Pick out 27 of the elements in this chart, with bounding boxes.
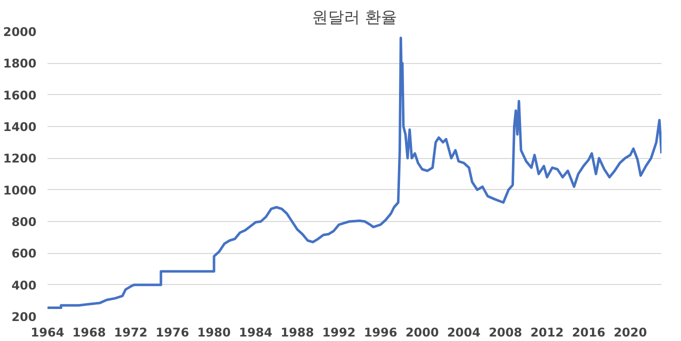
chart-title: 원달러 환율 [312, 8, 398, 26]
x-tick-label: 1996 [364, 326, 398, 340]
y-tick-label: 600 [11, 246, 37, 261]
x-tick-label: 1980 [197, 326, 231, 340]
x-tick-label: 1972 [114, 326, 148, 340]
x-tick-label: 1976 [156, 326, 190, 340]
x-tick-label: 2000 [405, 326, 439, 340]
x-tick-label: 1992 [322, 326, 356, 340]
y-tick-label: 2000 [3, 25, 37, 39]
y-tick-label: 1200 [3, 152, 37, 166]
y-tick-label: 1000 [3, 183, 37, 198]
y-tick-label: 1800 [3, 56, 37, 71]
x-tick-label: 2004 [447, 326, 480, 340]
y-tick-label: 800 [11, 215, 37, 229]
x-tick-label: 1988 [280, 326, 314, 340]
x-tick-label: 1984 [238, 326, 272, 340]
x-tick-label: 2020 [614, 326, 647, 340]
x-tick-label: 1964 [30, 326, 64, 340]
x-tick-label: 2012 [530, 326, 564, 340]
y-tick-label: 1600 [3, 88, 37, 102]
x-tick-label: 2008 [488, 326, 522, 340]
y-tick-label: 1400 [3, 120, 37, 134]
x-tick-label: 2016 [572, 326, 606, 340]
y-tick-label: 400 [11, 278, 37, 292]
line-series [48, 36, 662, 310]
x-tick-label: 1968 [72, 326, 106, 340]
y-tick-label: 200 [11, 310, 37, 324]
